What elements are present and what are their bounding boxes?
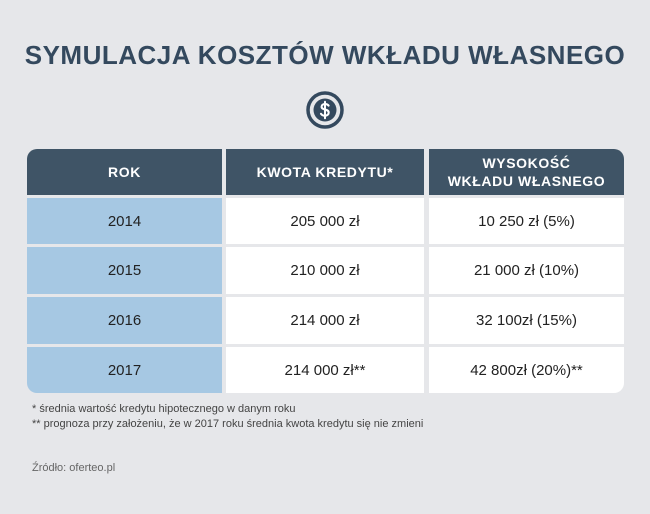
cell-amount-2016: 214 000 zł bbox=[226, 297, 424, 344]
page-title: SYMULACJA KOSZTÓW WKŁADU WŁASNEGO bbox=[24, 40, 626, 70]
cell-year-2014: 2014 bbox=[27, 198, 222, 244]
footnote-2: ** prognoza przy założeniu, że w 2017 ro… bbox=[32, 418, 424, 430]
cell-year-2015: 2015 bbox=[27, 247, 222, 294]
cell-amount-2015: 210 000 zł bbox=[226, 247, 424, 294]
header-down-payment-line1: WYSOKOŚĆ bbox=[482, 155, 571, 171]
footnote-1: * średnia wartość kredytu hipotecznego w… bbox=[32, 403, 296, 415]
header-year: ROK bbox=[27, 149, 222, 195]
cell-year-2017: 2017 bbox=[27, 347, 222, 393]
dollar-circle-icon bbox=[306, 91, 344, 129]
cell-amount-2014: 205 000 zł bbox=[226, 198, 424, 244]
cell-year-2016: 2016 bbox=[27, 297, 222, 344]
cell-down-2015: 21 000 zł (10%) bbox=[429, 247, 624, 294]
header-loan-amount: KWOTA KREDYTU* bbox=[226, 149, 424, 195]
header-down-payment-line2: WKŁADU WŁASNEGO bbox=[447, 173, 606, 189]
header-down-payment: WYSOKOŚĆ WKŁADU WŁASNEGO bbox=[429, 149, 624, 195]
footnotes: * średnia wartość kredytu hipotecznego w… bbox=[32, 402, 423, 432]
cell-amount-2017: 214 000 zł** bbox=[226, 347, 424, 393]
down-payment-table: ROK KWOTA KREDYTU* WYSOKOŚĆ WKŁADU WŁASN… bbox=[27, 149, 624, 393]
cell-down-2014: 10 250 zł (5%) bbox=[429, 198, 624, 244]
cell-down-2016: 32 100zł (15%) bbox=[429, 297, 624, 344]
source-credit: Źródło: oferteo.pl bbox=[32, 462, 116, 474]
cell-down-2017: 42 800zł (20%)** bbox=[429, 347, 624, 393]
